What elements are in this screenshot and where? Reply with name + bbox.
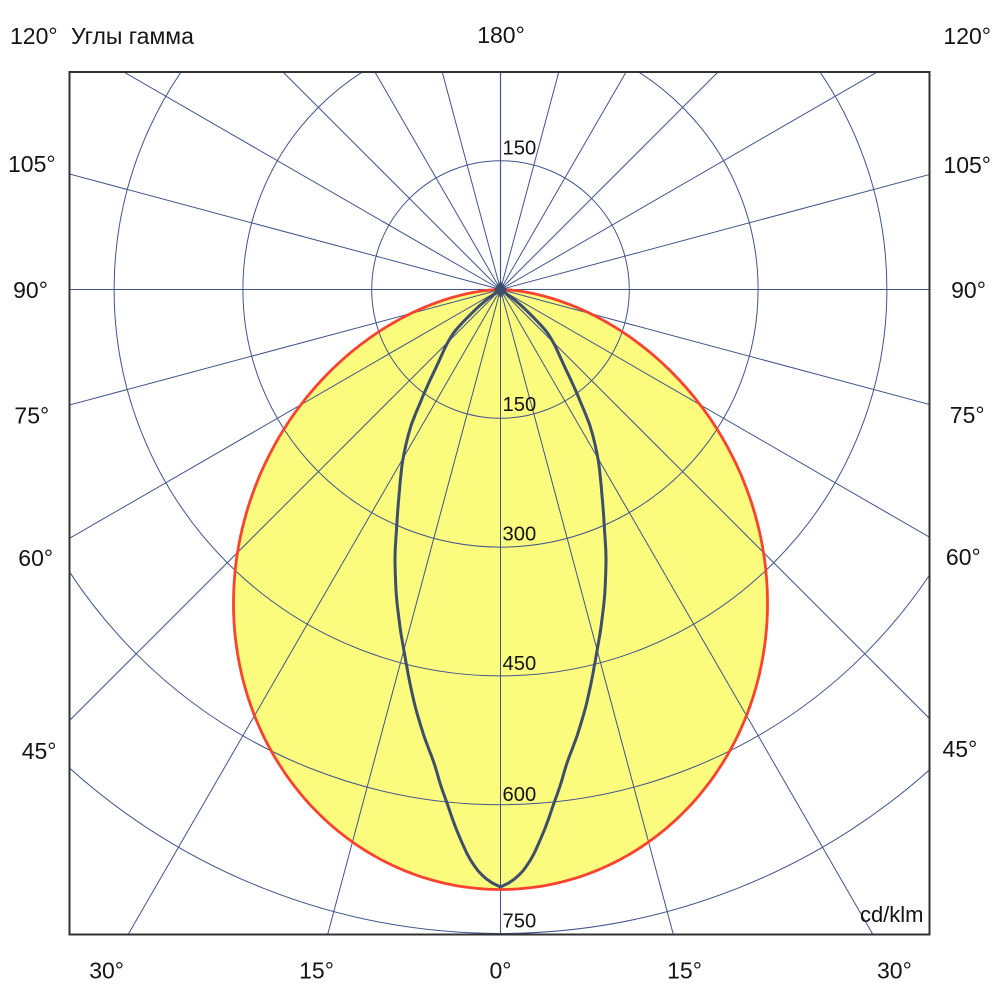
svg-text:120°: 120° <box>943 23 991 49</box>
svg-text:120°: 120° <box>10 23 58 49</box>
svg-text:90°: 90° <box>951 277 986 303</box>
svg-text:105°: 105° <box>8 151 56 177</box>
svg-text:105°: 105° <box>943 152 991 178</box>
svg-text:150: 150 <box>503 138 537 160</box>
svg-text:750: 750 <box>503 911 537 933</box>
svg-text:90°: 90° <box>13 277 48 303</box>
svg-text:15°: 15° <box>299 958 334 984</box>
svg-text:60°: 60° <box>18 545 53 571</box>
svg-text:15°: 15° <box>667 958 702 984</box>
svg-text:0°: 0° <box>490 958 512 984</box>
svg-text:cd/klm: cd/klm <box>860 902 924 927</box>
svg-text:30°: 30° <box>89 958 124 984</box>
svg-text:450: 450 <box>503 653 537 675</box>
svg-text:300: 300 <box>503 523 537 545</box>
svg-text:45°: 45° <box>22 738 57 764</box>
svg-text:75°: 75° <box>14 402 49 428</box>
svg-text:600: 600 <box>503 784 537 806</box>
svg-text:Углы гамма: Углы гамма <box>71 23 194 49</box>
svg-text:75°: 75° <box>950 402 985 428</box>
svg-text:30°: 30° <box>877 958 912 984</box>
svg-text:60°: 60° <box>946 544 981 570</box>
svg-text:150: 150 <box>503 394 537 416</box>
svg-text:45°: 45° <box>943 736 978 762</box>
svg-text:180°: 180° <box>477 22 525 48</box>
